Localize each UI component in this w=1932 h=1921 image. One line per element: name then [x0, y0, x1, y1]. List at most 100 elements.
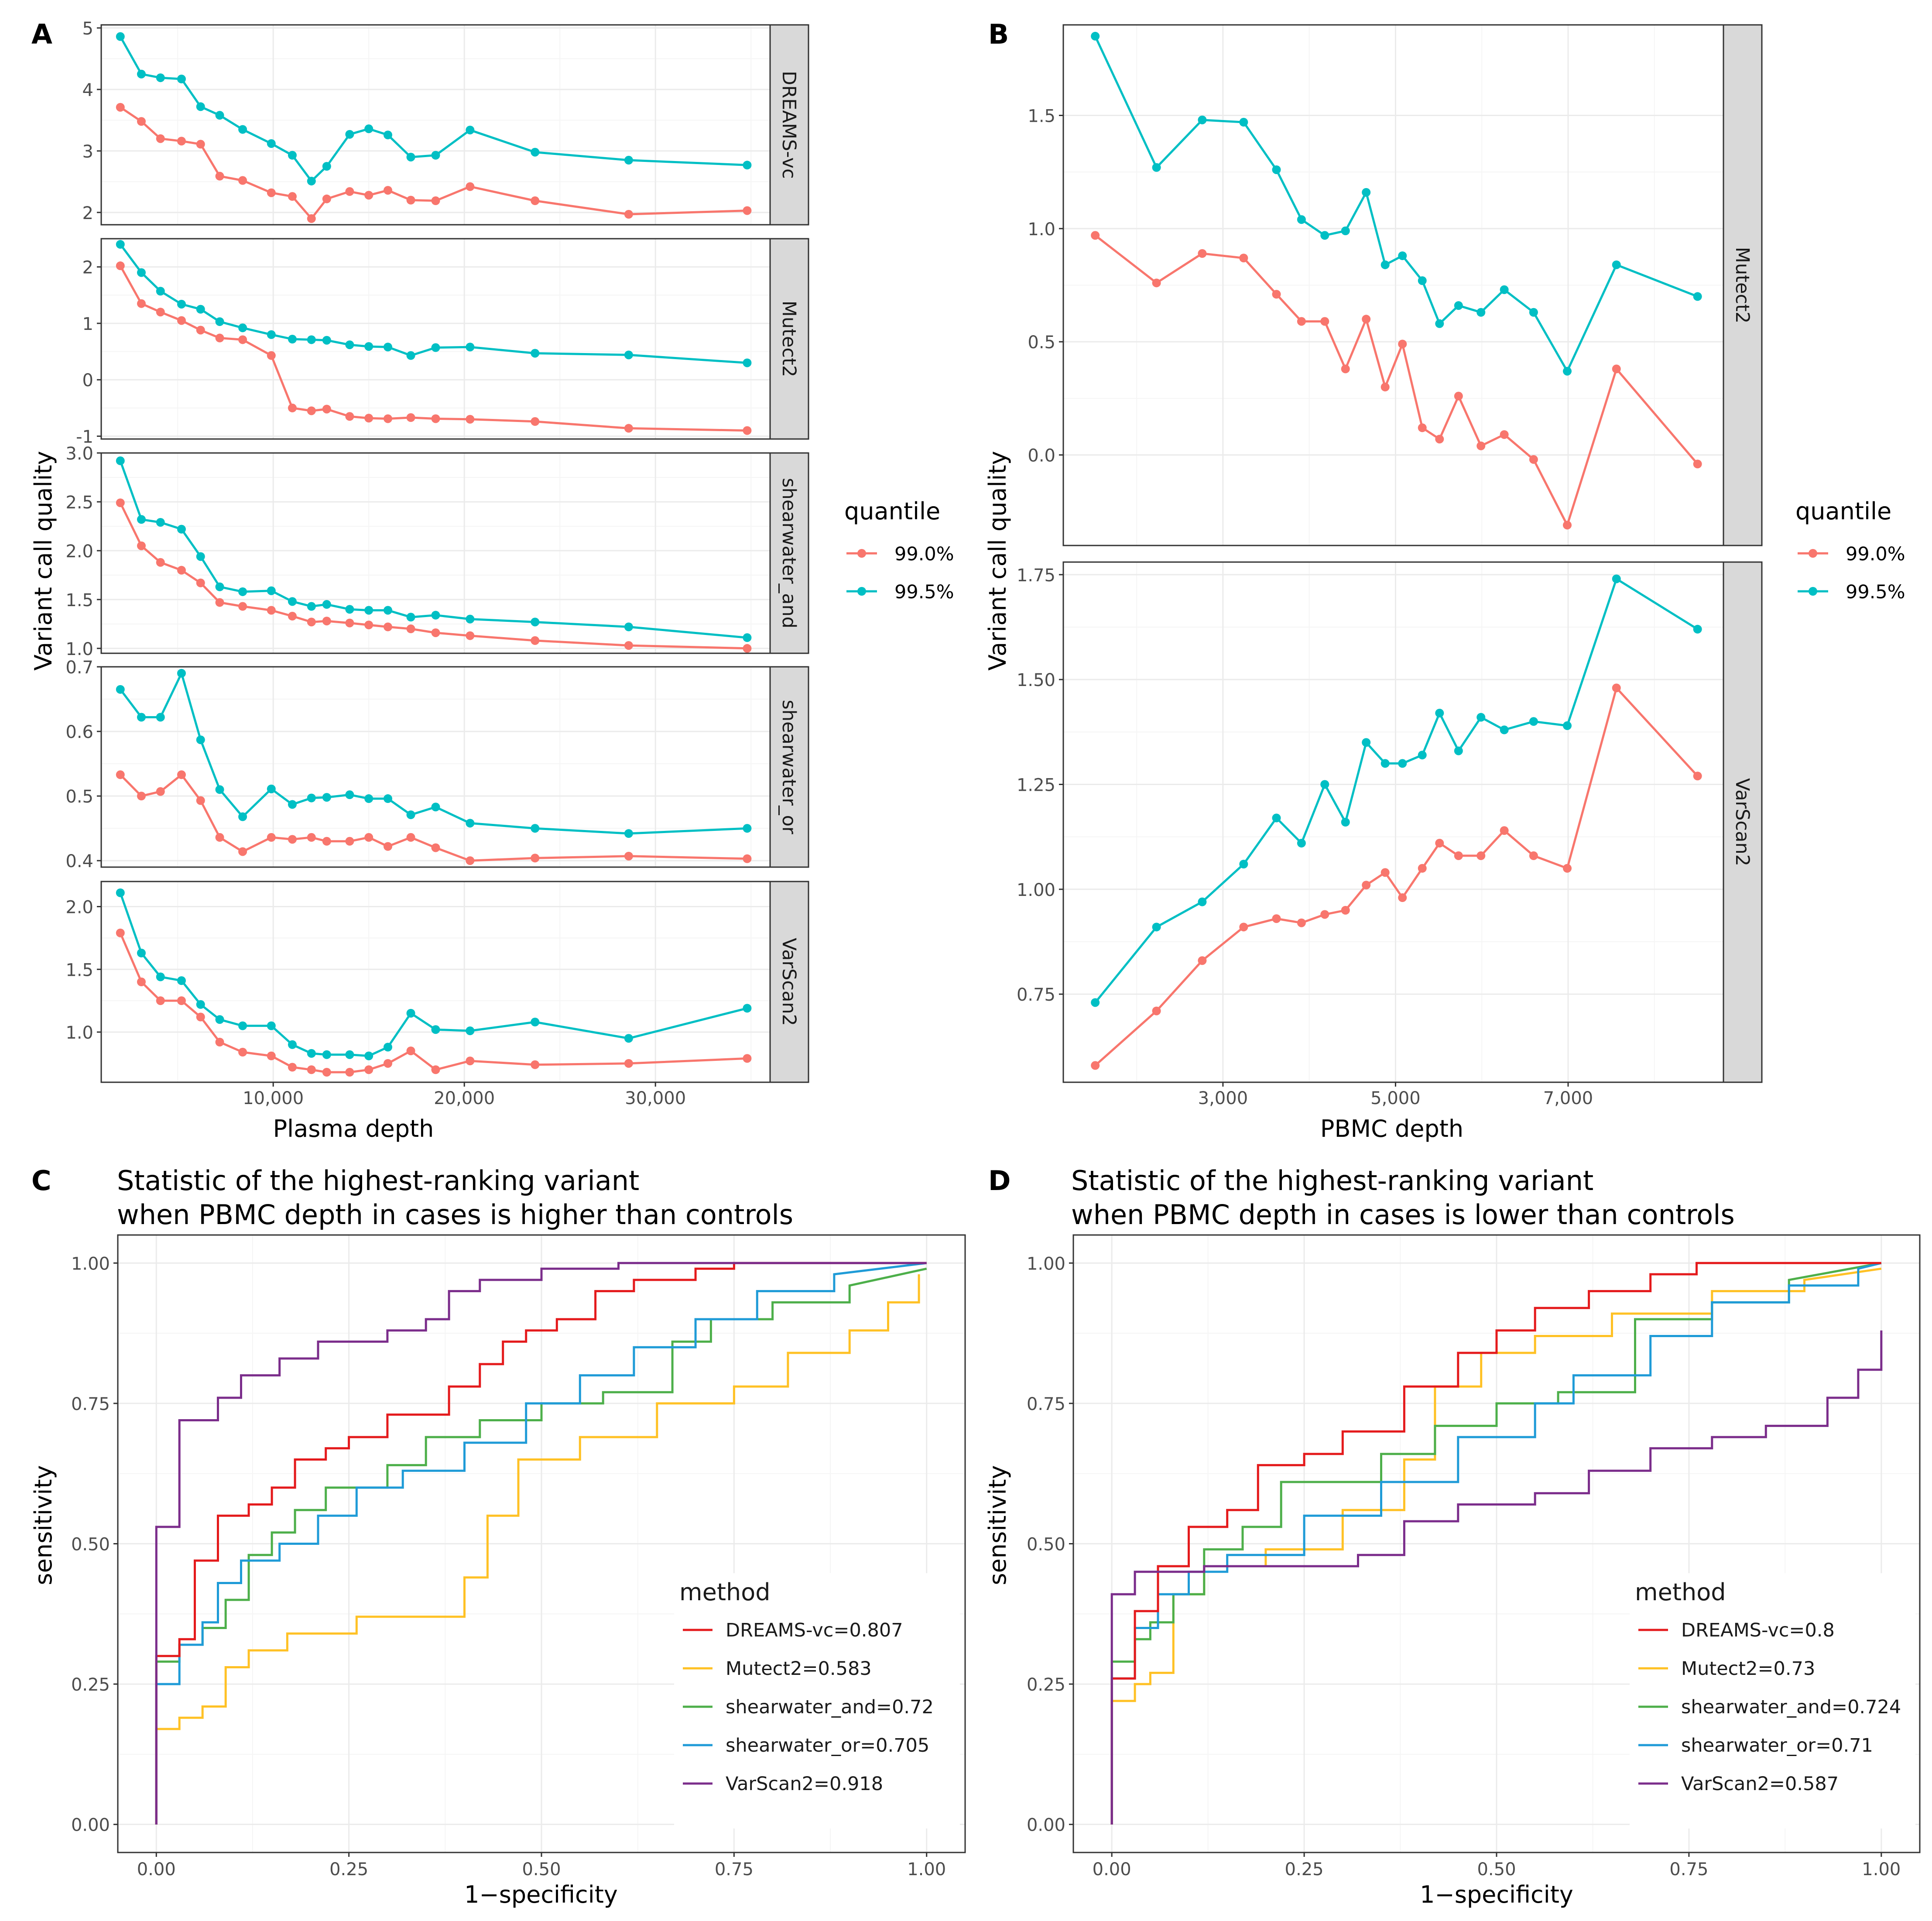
panel-a-facet-4-y-tick-label: 1.5: [65, 960, 93, 980]
panel-a-facet-3-series-1-point: [196, 735, 205, 744]
panel-a-facet-0-series-1-point: [345, 130, 354, 139]
panel-b-facet-1-series-0-point: [1091, 1061, 1100, 1070]
panel-b-legend: quantile 99.0% 99.5%: [1795, 497, 1905, 603]
panel-c-x-tick-label: 0.75: [715, 1859, 754, 1880]
panel-a-facet-4-series-1-point: [466, 1026, 475, 1036]
panel-a-facet-2-series-1-point: [322, 600, 331, 609]
panel-d-title-line-2: when PBMC depth in cases is lower than c…: [1071, 1199, 1735, 1231]
panel-c-legend-label-0: DREAMS-vc=0.807: [726, 1619, 903, 1641]
panel-a-facet-3-strip-label: shearwater_or: [778, 700, 800, 834]
panel-a-legend-label-99-0: 99.0%: [894, 543, 954, 565]
panel-b-facet-1-series-1-point: [1435, 709, 1444, 718]
panel-b-facet-0-series-1-point: [1500, 285, 1509, 294]
panel-b-facet-0-series-1-point: [1380, 260, 1390, 269]
panel-a-facet-4-series-0-point: [431, 1065, 440, 1074]
panel-a-facet-0-y-tick-label: 4: [82, 80, 93, 100]
panel-a-facet-3-series-1-point: [624, 829, 633, 838]
panel-d-y-tick-label: 0.50: [1027, 1535, 1065, 1555]
panel-d-x-tick-label: 0.25: [1285, 1859, 1324, 1880]
panel-d-legend-label-4: VarScan2=0.587: [1681, 1773, 1839, 1795]
panel-a-facet-4-strip: [769, 881, 809, 1083]
panel-d: D Statistic of the highest-ranking varia…: [984, 1165, 1921, 1908]
panel-b-facet-1-series-1-point: [1198, 897, 1207, 906]
panel-a-facet-1-series-0-point: [238, 335, 247, 344]
panel-b-facet-0-series-0-point: [1693, 460, 1702, 469]
panel-b-facet-0-y-tick-label: 1.5: [1028, 106, 1055, 126]
panel-b-facet-0-series-1-point: [1476, 308, 1486, 317]
panel-a-facet-4-series-0-point: [406, 1046, 415, 1056]
panel-a-facet-3-series-0-point: [406, 833, 415, 842]
panel-a-facet-3-series-0-point: [322, 837, 331, 846]
panel-d-y-tick-label: 1.00: [1027, 1254, 1065, 1274]
panel-a-facet-2-series-0-point: [177, 566, 186, 575]
panel-a-facet-2-series-0-point: [116, 498, 125, 508]
panel-a-facet-4-series-0-point: [384, 1059, 392, 1068]
panel-a-facet-2-series-0-point: [531, 636, 540, 645]
panel-c-y-tick-label: 0.25: [71, 1675, 110, 1695]
panel-a-facet-2: 1.0 1.5 2.0 2.5 3.0 shearwater_and: [65, 444, 809, 659]
panel-a-facet-2-series-0-point: [196, 578, 205, 587]
panel-a-x-tick-label: 20,000: [434, 1088, 495, 1108]
panel-a-facet-1-series-1-point: [743, 358, 752, 367]
panel-a-facet-1-series-0-point: [466, 415, 475, 424]
panel-a-facet-4-strip-label: VarScan2: [778, 938, 800, 1026]
panel-b-facet-1-series-0-point: [1320, 910, 1329, 919]
panel-b-facet-0-series-1-point: [1341, 226, 1350, 236]
panel-a-facet-3-series-0-point: [624, 851, 633, 861]
panel-a-facet-0-series-1-point: [406, 152, 415, 161]
panel-a-facet-0-series-1-point: [137, 69, 146, 79]
panel-b-legend-dot-99-5: [1809, 587, 1817, 596]
panel-c-legend-label-1: Mutect2=0.583: [726, 1658, 872, 1680]
panel-b-facet-0-strip: [1723, 24, 1763, 546]
panel-b-facet-1-series-0-point: [1152, 1006, 1161, 1015]
panel-a-facet-1-series-0-point: [406, 413, 415, 422]
panel-b-facet-1-series-0-point: [1435, 839, 1444, 848]
panel-a-facet-4-series-1-point: [196, 1000, 205, 1009]
panel-d-roc-line-1: [1110, 1267, 1882, 1825]
panel-a-facet-3-series-1-point: [364, 794, 373, 803]
panel-a-facet-2-series-0-point: [238, 602, 247, 611]
panel-a-facet-2-series-1-point: [196, 552, 205, 561]
panel-a-facet-3-series-0-point: [466, 856, 475, 865]
panel-a-facet-0-series-1-point: [364, 124, 373, 134]
panel-a-facet-2-y-tick-label: 2.5: [65, 493, 93, 513]
panel-b-facet-0-series-1-point: [1693, 292, 1702, 301]
panel-a-facet-1-y-tick-label: 1: [82, 314, 93, 334]
panel-a-facet-4-series-1-point: [743, 1004, 752, 1013]
panel-a-facet-4-series-0-point: [215, 1038, 224, 1046]
panel-a-facet-2-y-tick-label: 3.0: [65, 444, 93, 464]
panel-a-facet-0-series-0-point: [307, 214, 316, 223]
panel-a-facet-2-series-1-point: [307, 602, 316, 611]
panel-a-facet-1-y-tick-label: 2: [82, 258, 93, 278]
panel-a-facet-2-series-1-point: [431, 611, 440, 620]
panel-a-x-tick-label: 30,000: [625, 1088, 686, 1108]
panel-b-facet-0: 0.0 0.5 1.0 1.5 Mutect2: [1028, 24, 1763, 546]
panel-c-y-tick-label: 0.00: [71, 1815, 110, 1835]
panel-b-facet-1-series-0-point: [1476, 851, 1486, 860]
panel-b-facet-1-series-1-point: [1320, 780, 1329, 789]
panel-a-facet-3-series-0-point: [215, 833, 224, 842]
panel-a-facet-3: 0.4 0.5 0.6 0.7 shearwater_or: [65, 658, 809, 871]
panel-a-facet-0-series-0-point: [345, 187, 354, 196]
panel-a-facet-4-series-1-point: [116, 888, 125, 897]
panel-a-facet-1-series-0-point: [743, 426, 752, 435]
panel-a-facet-1-series-0-point: [624, 424, 633, 433]
panel-a-facet-1-series-1-point: [431, 343, 440, 352]
panel-a-facet-3-series-1-point: [238, 812, 247, 821]
panel-a-facet-1-series-1-point: [116, 240, 125, 249]
panel-b-facet-0-series-1-point: [1320, 231, 1329, 240]
panel-b-facet-1-strip: [1723, 561, 1763, 1083]
panel-a-facet-0-series-0-point: [431, 196, 440, 206]
panel-c-legend-label-3: shearwater_or=0.705: [726, 1735, 929, 1756]
panel-b-facet-1-series-1-point: [1612, 574, 1621, 583]
panel-a-facet-0-series-0-point: [215, 172, 224, 181]
panel-b-facet-1-series-0-point: [1529, 851, 1538, 860]
panel-c-roc-line-2: [155, 1267, 927, 1825]
panel-a-facet-3-series-1-point: [177, 669, 186, 678]
panel-d-legend-label-2: shearwater_and=0.724: [1681, 1696, 1901, 1718]
panel-b-facet-1-y-tick-label: 1.00: [1017, 880, 1055, 900]
panel-b-facet-1-series-0-point: [1454, 851, 1463, 860]
panel-a-facet-0-series-1-point: [743, 161, 752, 170]
panel-a-facet-2-strip: [769, 452, 809, 654]
